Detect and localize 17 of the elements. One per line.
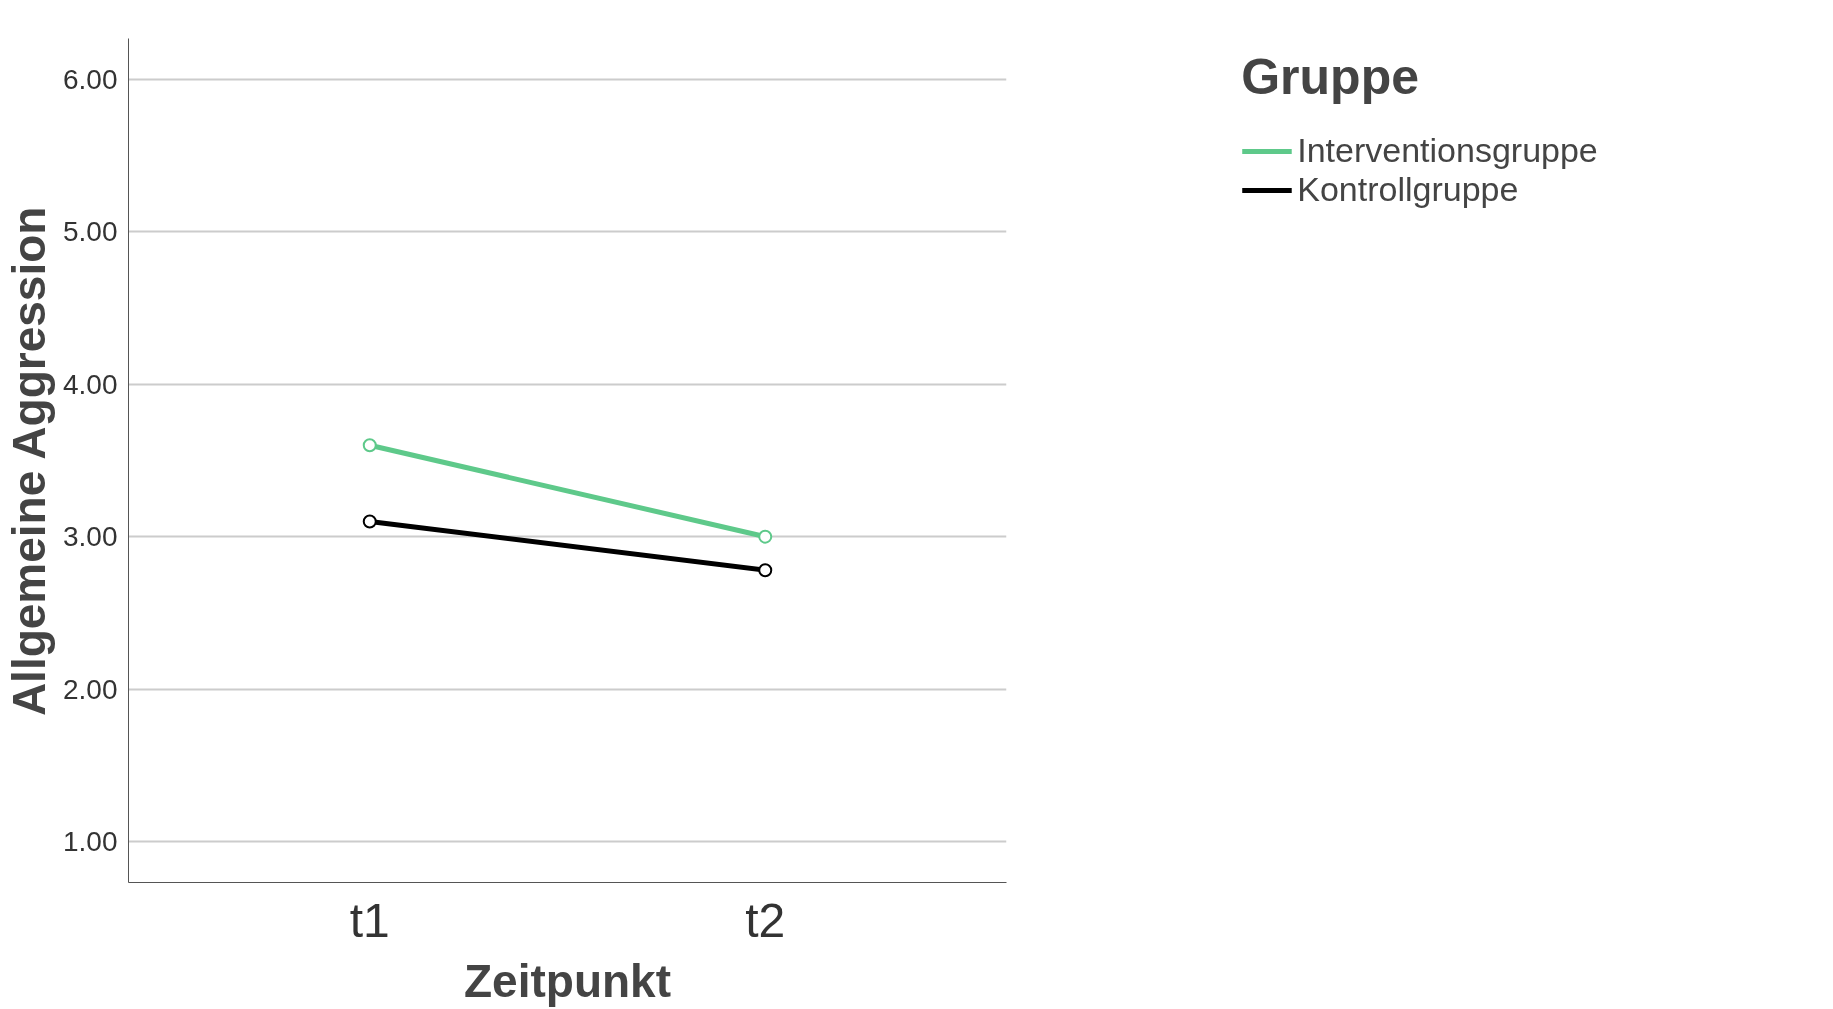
y-tick-label: 1.00: [63, 825, 118, 857]
legend-title: Gruppe: [1241, 48, 1420, 106]
point: [362, 514, 377, 529]
x-tick-label: t2: [745, 893, 786, 947]
x-axis-title: Zeitpunkt: [464, 954, 671, 1007]
y-tick-label: 6.00: [63, 64, 118, 96]
legend-label: Kontrollgruppe: [1297, 170, 1519, 209]
legend-label: Interventionsgruppe: [1297, 131, 1598, 170]
y-tick-label: 5.00: [63, 216, 118, 248]
x-tick-label: t1: [349, 893, 390, 947]
y-tick-label: 3.00: [63, 521, 118, 553]
point: [758, 563, 773, 578]
y-axis-title: Allgemeine Aggression: [3, 206, 55, 717]
point: [758, 529, 773, 544]
point: [362, 438, 377, 453]
y-tick-label: 2.00: [63, 673, 118, 705]
y-tick-label: 4.00: [63, 368, 118, 400]
